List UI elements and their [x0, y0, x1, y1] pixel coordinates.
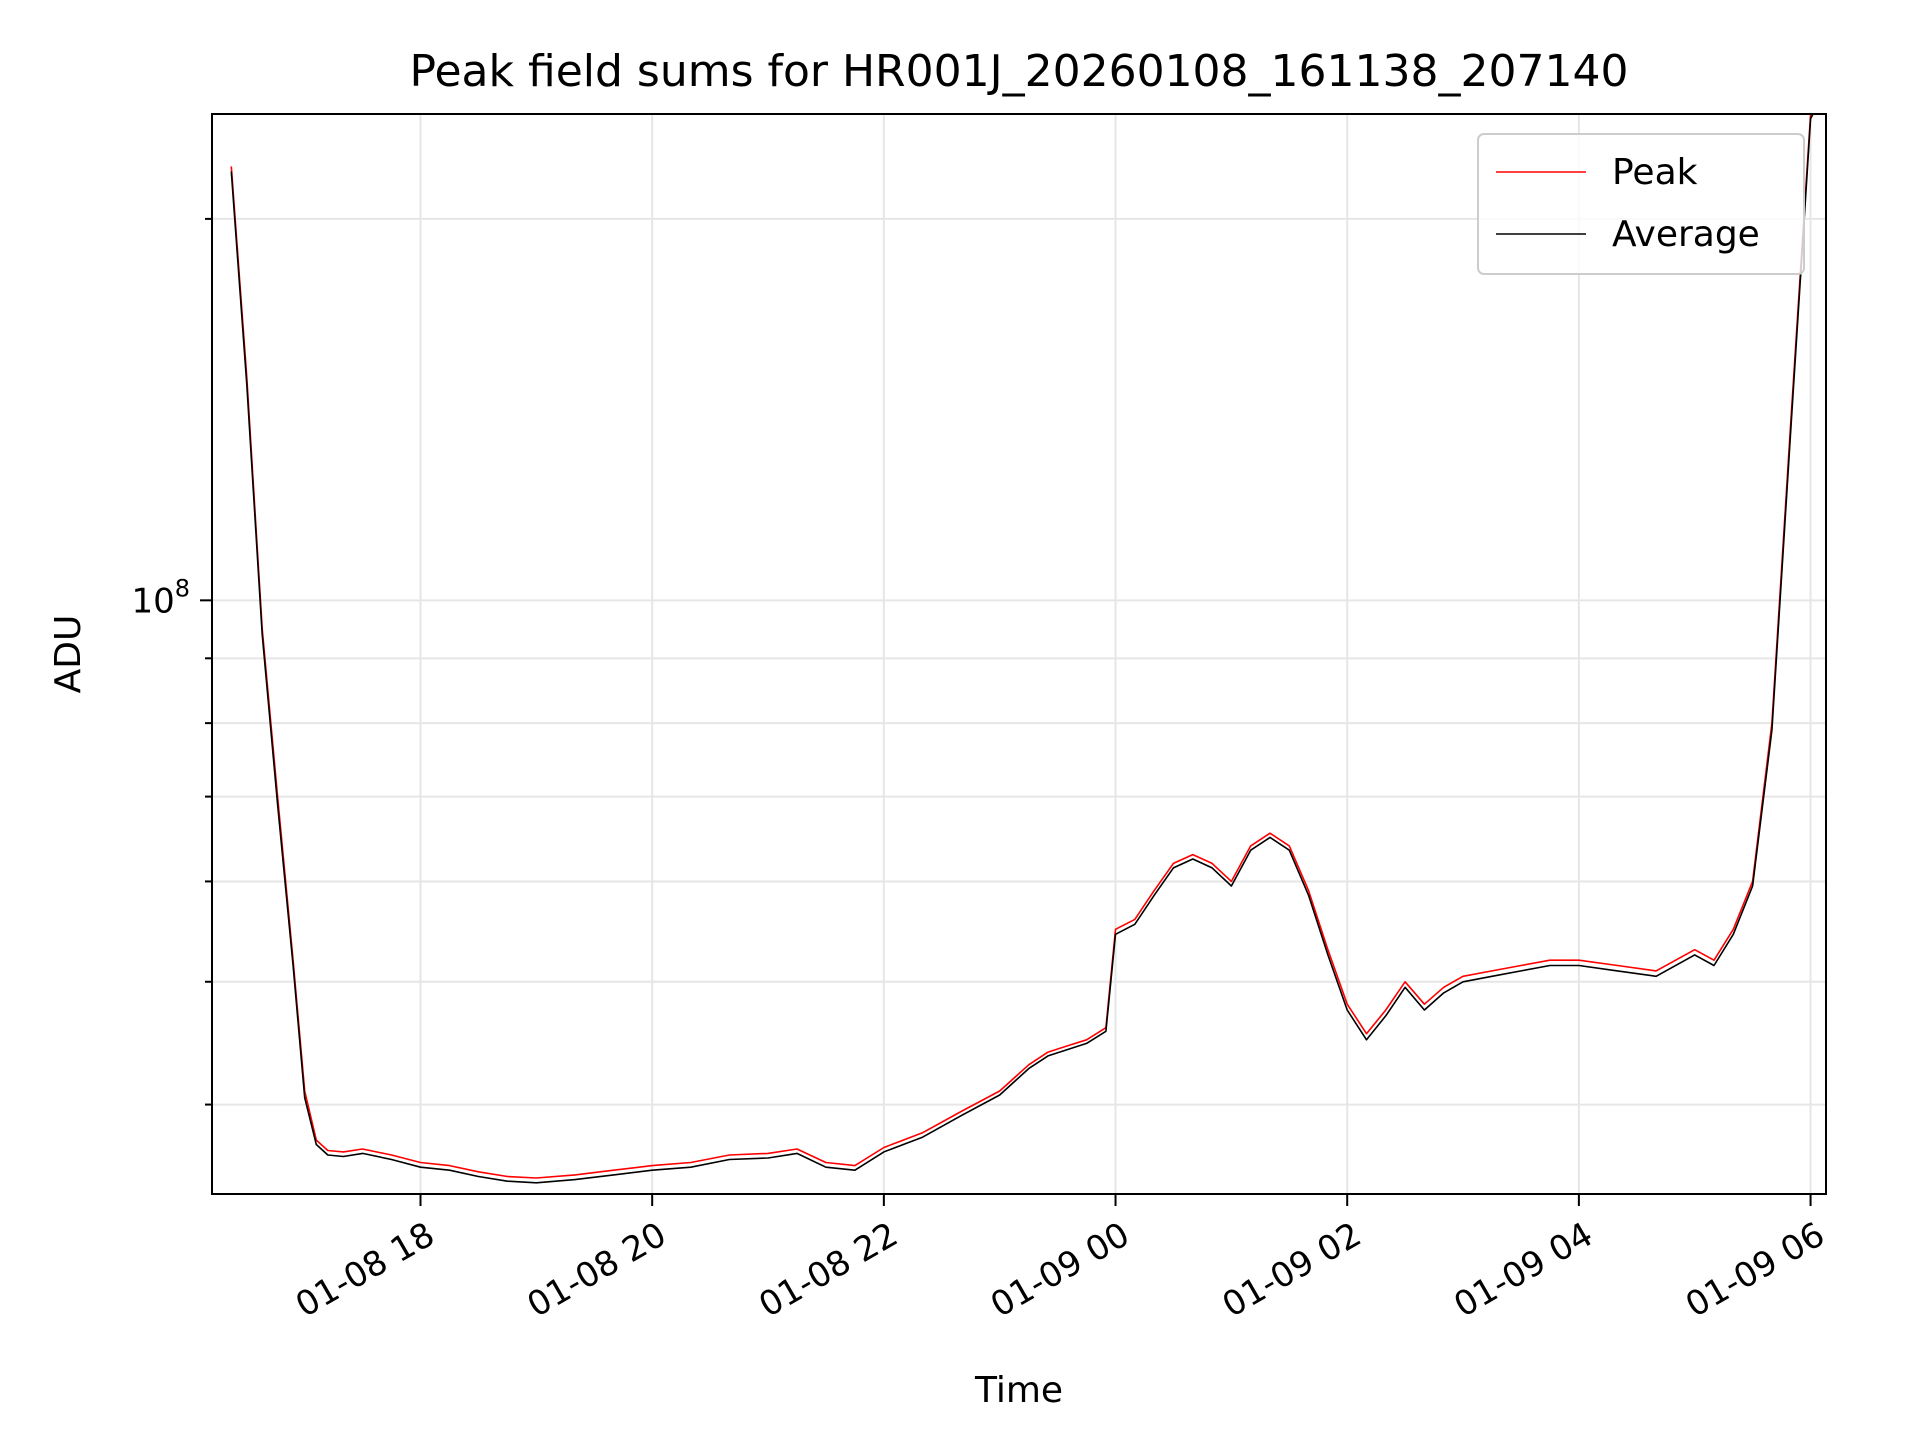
legend-label-average: Average — [1612, 214, 1760, 255]
legend-label-peak: Peak — [1612, 152, 1698, 193]
legend-box — [1477, 133, 1805, 275]
grid — [212, 114, 1826, 1194]
legend: Peak Average — [1477, 133, 1805, 275]
plot-area — [212, 114, 1826, 1194]
y-tick-label: 108 — [131, 574, 190, 621]
series-layer — [230, 114, 1814, 1184]
plot-frame — [211, 113, 1827, 1195]
chart-title: Peak field sums for HR001J_20260108_1611… — [410, 46, 1629, 97]
x-axis-label: Time — [974, 1370, 1063, 1411]
y-axis-label: ADU — [48, 615, 89, 694]
series-line-average — [230, 114, 1814, 1184]
